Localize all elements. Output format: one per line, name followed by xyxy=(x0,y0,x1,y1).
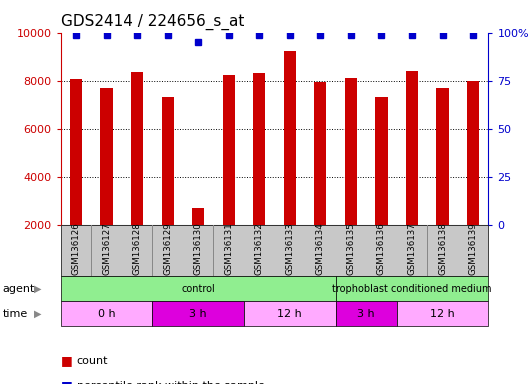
Bar xyxy=(375,98,388,273)
Text: GSM136135: GSM136135 xyxy=(346,222,355,275)
Bar xyxy=(314,82,326,273)
Bar xyxy=(223,74,235,273)
Text: GSM136136: GSM136136 xyxy=(377,222,386,275)
Text: trophoblast conditioned medium: trophoblast conditioned medium xyxy=(332,284,492,294)
Text: GSM136128: GSM136128 xyxy=(133,222,142,275)
Text: 3 h: 3 h xyxy=(190,309,207,319)
Bar xyxy=(467,81,479,273)
Text: GDS2414 / 224656_s_at: GDS2414 / 224656_s_at xyxy=(61,14,244,30)
Bar xyxy=(406,71,418,273)
Text: 3 h: 3 h xyxy=(357,309,375,319)
Text: GSM136133: GSM136133 xyxy=(285,222,294,275)
Text: time: time xyxy=(3,309,28,319)
Bar xyxy=(100,88,112,273)
Text: GSM136139: GSM136139 xyxy=(469,222,478,275)
Text: percentile rank within the sample: percentile rank within the sample xyxy=(77,381,265,384)
Bar xyxy=(284,51,296,273)
Text: GSM136127: GSM136127 xyxy=(102,222,111,275)
Text: ▶: ▶ xyxy=(34,284,42,294)
Bar xyxy=(131,72,143,273)
Text: ▶: ▶ xyxy=(34,309,42,319)
Bar xyxy=(253,73,266,273)
Text: GSM136130: GSM136130 xyxy=(194,222,203,275)
Text: 0 h: 0 h xyxy=(98,309,115,319)
Text: GSM136138: GSM136138 xyxy=(438,222,447,275)
Text: agent: agent xyxy=(3,284,35,294)
Bar xyxy=(345,78,357,273)
Bar xyxy=(437,88,449,273)
Bar xyxy=(162,98,174,273)
Text: GSM136137: GSM136137 xyxy=(408,222,417,275)
Text: ■: ■ xyxy=(61,354,72,367)
Text: GSM136126: GSM136126 xyxy=(71,222,80,275)
Text: GSM136131: GSM136131 xyxy=(224,222,233,275)
Text: ■: ■ xyxy=(61,379,72,384)
Text: GSM136129: GSM136129 xyxy=(163,222,172,275)
Text: 12 h: 12 h xyxy=(277,309,302,319)
Bar xyxy=(70,79,82,273)
Text: 12 h: 12 h xyxy=(430,309,455,319)
Bar xyxy=(192,208,204,273)
Text: GSM136134: GSM136134 xyxy=(316,222,325,275)
Text: count: count xyxy=(77,356,108,366)
Text: GSM136132: GSM136132 xyxy=(255,222,264,275)
Text: control: control xyxy=(181,284,215,294)
